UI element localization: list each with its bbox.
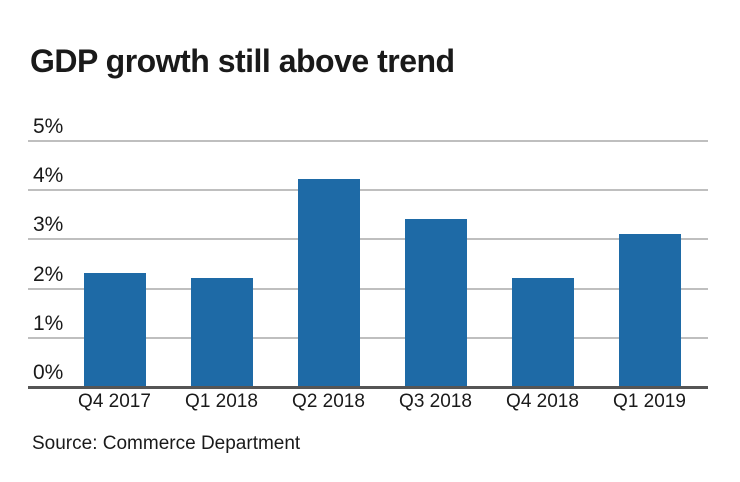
bar xyxy=(297,179,360,386)
gridline xyxy=(28,189,708,192)
bar xyxy=(83,272,146,386)
source-caption: Source: Commerce Department xyxy=(32,433,301,454)
x-axis-tick-label: Q2 2018 xyxy=(292,391,365,412)
plot-area: 5% 4% 3% 2% 1% 0% Q4 2017 Q1 2018 Q2 2018 Q3 2018… xyxy=(28,116,708,412)
bar-column xyxy=(275,120,382,386)
y-axis-tick-label: 2% xyxy=(33,262,64,286)
x-axis-labels: Q4 2017 Q1 2018 Q2 2018 Q3 2018 Q4 2018 Q1 20… xyxy=(61,392,703,412)
bar xyxy=(404,218,467,386)
y-axis-tick-label: 1% xyxy=(33,311,64,335)
y-axis-tick-label: 5% xyxy=(33,115,64,138)
x-axis-tick-label: Q1 2019 xyxy=(613,391,686,412)
x-axis-tick-label: Q4 2018 xyxy=(506,391,579,412)
bar-column xyxy=(61,120,168,386)
x-axis-tick-label: Q3 2018 xyxy=(399,391,472,412)
bars-row xyxy=(61,120,703,386)
gridline xyxy=(28,238,708,241)
y-axis-tick-label: 3% xyxy=(33,213,64,237)
bar xyxy=(511,277,574,386)
x-axis-tick-label: Q4 2017 xyxy=(78,391,151,412)
bar-column xyxy=(489,120,596,386)
bar-column xyxy=(168,120,275,386)
gridline xyxy=(28,336,708,339)
bar-column xyxy=(382,120,489,386)
bar xyxy=(618,233,681,386)
bar xyxy=(190,277,253,386)
y-axis-tick-label: 4% xyxy=(33,164,64,188)
gridline xyxy=(28,140,708,142)
bar-column xyxy=(596,120,703,386)
gridline xyxy=(28,287,708,290)
x-axis-tick-label: Q1 2018 xyxy=(185,391,258,412)
chart-title: GDP growth still above trend xyxy=(30,43,455,79)
y-axis-tick-label: 0% xyxy=(33,361,64,384)
